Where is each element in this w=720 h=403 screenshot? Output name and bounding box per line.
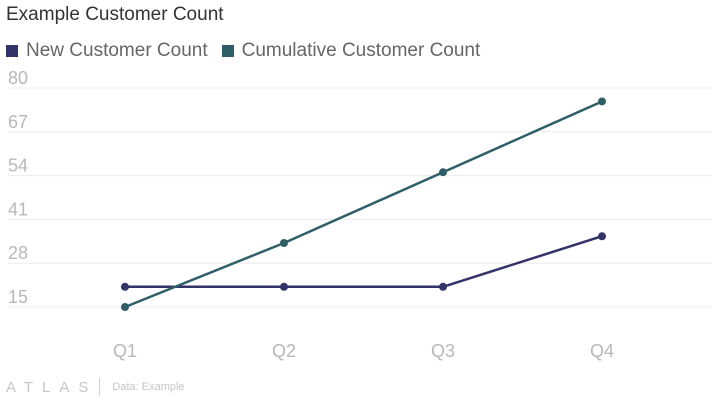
data-point-new: [121, 282, 129, 291]
x-tick-label: Q4: [590, 341, 614, 361]
data-point-new: [280, 282, 288, 291]
grid-lines: [8, 87, 712, 308]
y-tick-label: 41: [8, 199, 28, 219]
source-note: Data: Example: [112, 381, 185, 393]
x-tick-label: Q1: [113, 341, 137, 361]
legend: New Customer Count Cumulative Customer C…: [6, 40, 494, 62]
y-tick-label: 80: [8, 68, 28, 88]
y-tick-label: 28: [8, 243, 28, 263]
legend-item-cumulative: Cumulative Customer Count: [221, 40, 481, 62]
y-tick-label: 15: [8, 287, 28, 307]
data-point-cumulative: [598, 97, 606, 106]
series-line-cumulative: [124, 100, 603, 309]
y-tick-label: 67: [8, 112, 28, 132]
legend-label-new: New Customer Count: [26, 40, 208, 61]
y-tick-label: 54: [8, 156, 28, 176]
legend-label-cumulative: Cumulative Customer Count: [241, 40, 481, 61]
legend-item-new: New Customer Count: [6, 40, 208, 62]
footer-divider: [99, 378, 101, 396]
x-tick-label: Q3: [431, 341, 455, 361]
series-line-new: [125, 235, 603, 289]
y-axis: 15 28 41 54 67 80: [8, 68, 28, 307]
x-tick-label: Q2: [272, 341, 296, 361]
data-point-new: [439, 282, 447, 291]
data-point-new: [598, 232, 606, 241]
x-axis: Q1 Q2 Q3 Q4: [113, 341, 614, 361]
data-point-cumulative: [280, 238, 288, 247]
atlas-logo: ATLAS: [6, 378, 98, 396]
data-point-cumulative: [439, 168, 447, 177]
series-lines: [121, 97, 606, 311]
data-point-cumulative: [121, 303, 129, 311]
chart-title: Example Customer Count: [6, 4, 224, 25]
legend-swatch-cumulative: [221, 45, 234, 57]
footer: ATLAS Data: Example: [6, 378, 185, 396]
legend-swatch-new: [6, 45, 18, 57]
